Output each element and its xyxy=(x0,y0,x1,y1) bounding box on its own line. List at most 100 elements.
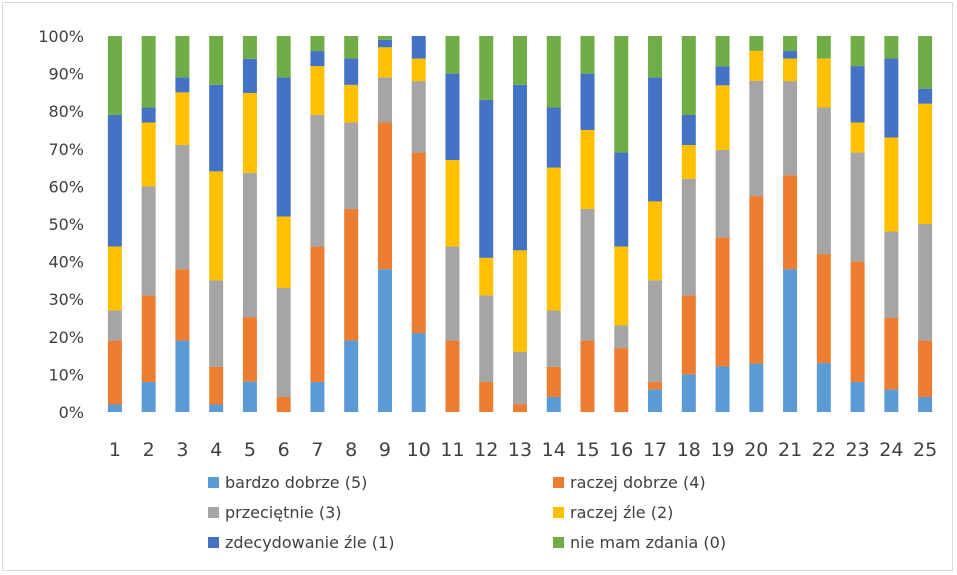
bar-segment-4-6 xyxy=(209,36,224,85)
bar-segment-9-2 xyxy=(377,122,392,270)
bar-segment-11-2 xyxy=(445,340,460,412)
bar-stack-7 xyxy=(310,36,325,412)
x-tick-label: 22 xyxy=(812,439,836,461)
bar-segment-5-5 xyxy=(242,58,257,93)
bar-segment-5-4 xyxy=(242,92,257,173)
bar-segment-10-5 xyxy=(411,36,426,59)
bar-stack-4 xyxy=(209,36,224,412)
bar-segment-9-5 xyxy=(377,39,392,48)
bar-segment-19-5 xyxy=(715,66,730,86)
bar-segment-11-6 xyxy=(445,36,460,74)
bar-stack-15 xyxy=(580,36,595,412)
bar-segment-20-2 xyxy=(749,196,764,364)
bar-segment-20-4 xyxy=(749,50,764,81)
bar-segment-23-2 xyxy=(850,261,865,382)
bar-segment-21-2 xyxy=(783,175,798,270)
bar-segment-21-4 xyxy=(783,58,798,82)
bar-segment-25-1 xyxy=(918,396,933,412)
bar-segment-7-1 xyxy=(310,381,325,412)
y-tick-label: 60% xyxy=(48,177,84,196)
x-tick-label: 23 xyxy=(846,439,870,461)
bar-segment-15-4 xyxy=(580,130,595,209)
x-tick-label: 17 xyxy=(643,439,667,461)
bar-segment-4-2 xyxy=(209,366,224,405)
legend-item: zdecydowanie źle (1) xyxy=(208,533,394,552)
legend-label: przeciętnie (3) xyxy=(225,503,342,522)
bar-segment-17-3 xyxy=(648,280,663,382)
bar-segment-1-6 xyxy=(107,36,122,115)
bar-stack-21 xyxy=(783,36,798,412)
bar-stack-6 xyxy=(276,36,291,412)
bar-segment-6-6 xyxy=(276,36,291,78)
bar-segment-4-1 xyxy=(209,404,224,412)
bar-segment-15-5 xyxy=(580,73,595,130)
bar-segment-19-2 xyxy=(715,237,730,367)
legend-label: raczej źle (2) xyxy=(570,503,673,522)
bar-segment-1-3 xyxy=(107,310,122,341)
x-tick-label: 3 xyxy=(176,439,188,461)
legend: bardzo dobrze (5) raczej dobrze (4) przeci… xyxy=(208,473,726,552)
bar-segment-7-4 xyxy=(310,66,325,115)
bar-segment-3-3 xyxy=(175,145,190,270)
bar-segment-16-2 xyxy=(614,348,629,412)
bar-segment-9-4 xyxy=(377,47,392,78)
bar-segment-15-2 xyxy=(580,340,595,412)
bar-stack-25 xyxy=(918,36,933,412)
bar-segment-24-6 xyxy=(884,36,899,59)
bar-segment-21-1 xyxy=(783,269,798,412)
bar-segment-13-4 xyxy=(513,250,527,352)
x-tick-label: 16 xyxy=(609,439,633,461)
bar-segment-19-1 xyxy=(715,366,730,412)
bar-segment-4-3 xyxy=(209,280,224,367)
bar-segment-12-5 xyxy=(479,99,494,258)
bar-segment-25-5 xyxy=(918,88,933,104)
bar-segment-3-5 xyxy=(175,77,190,93)
y-tick-label: 10% xyxy=(48,365,84,384)
bar-segment-18-4 xyxy=(681,145,696,179)
bar-segment-9-6 xyxy=(377,36,392,40)
bar-segment-22-4 xyxy=(816,58,831,108)
bar-segment-20-6 xyxy=(749,36,764,51)
legend-swatch xyxy=(208,537,219,548)
bar-segment-3-2 xyxy=(175,269,190,341)
bar-segment-6-2 xyxy=(276,396,291,412)
bar-segment-7-2 xyxy=(310,246,325,382)
bar-segment-23-6 xyxy=(850,36,865,67)
bar-stack-14 xyxy=(546,36,561,412)
y-tick-label: 70% xyxy=(48,140,84,159)
legend-swatch xyxy=(553,477,564,488)
bar-segment-16-4 xyxy=(614,246,629,326)
x-tick-label: 18 xyxy=(677,439,701,461)
bar-segment-21-6 xyxy=(783,36,798,52)
bar-segment-10-4 xyxy=(411,58,426,82)
bar-segment-8-5 xyxy=(344,58,359,85)
y-tick-label: 40% xyxy=(48,253,84,272)
bar-segment-10-1 xyxy=(411,333,426,412)
bar-segment-18-5 xyxy=(681,114,696,146)
bar-segment-2-3 xyxy=(141,186,156,296)
bar-segment-5-6 xyxy=(242,36,257,59)
bar-segment-23-1 xyxy=(850,381,865,412)
x-tick-label: 8 xyxy=(345,439,357,461)
bar-segment-18-2 xyxy=(681,295,696,375)
legend-item: nie mam zdania (0) xyxy=(553,533,726,552)
x-axis: 1 2 3 4 5 6 7 8 9 10 11 12 13 14 15 16 17 18 19 20 21 22 23 24 2… xyxy=(109,439,937,461)
bar-segment-9-3 xyxy=(377,77,392,123)
bar-segment-14-5 xyxy=(546,107,561,168)
bar-segment-15-3 xyxy=(580,208,595,341)
bar-segment-21-5 xyxy=(783,51,798,59)
bar-segment-23-4 xyxy=(850,122,865,153)
legend-swatch xyxy=(208,507,219,518)
bar-segment-17-1 xyxy=(648,389,663,412)
bar-segment-8-2 xyxy=(344,208,359,341)
x-tick-label: 6 xyxy=(278,439,290,461)
bar-segment-11-5 xyxy=(445,73,460,161)
legend-item: raczej dobrze (4) xyxy=(553,473,706,492)
bar-segment-25-4 xyxy=(918,103,933,224)
x-tick-label: 13 xyxy=(508,439,532,461)
bar-stack-12 xyxy=(479,36,494,412)
legend-item: raczej źle (2) xyxy=(553,503,673,522)
x-tick-label: 25 xyxy=(913,439,937,461)
bar-segment-12-2 xyxy=(479,381,494,412)
